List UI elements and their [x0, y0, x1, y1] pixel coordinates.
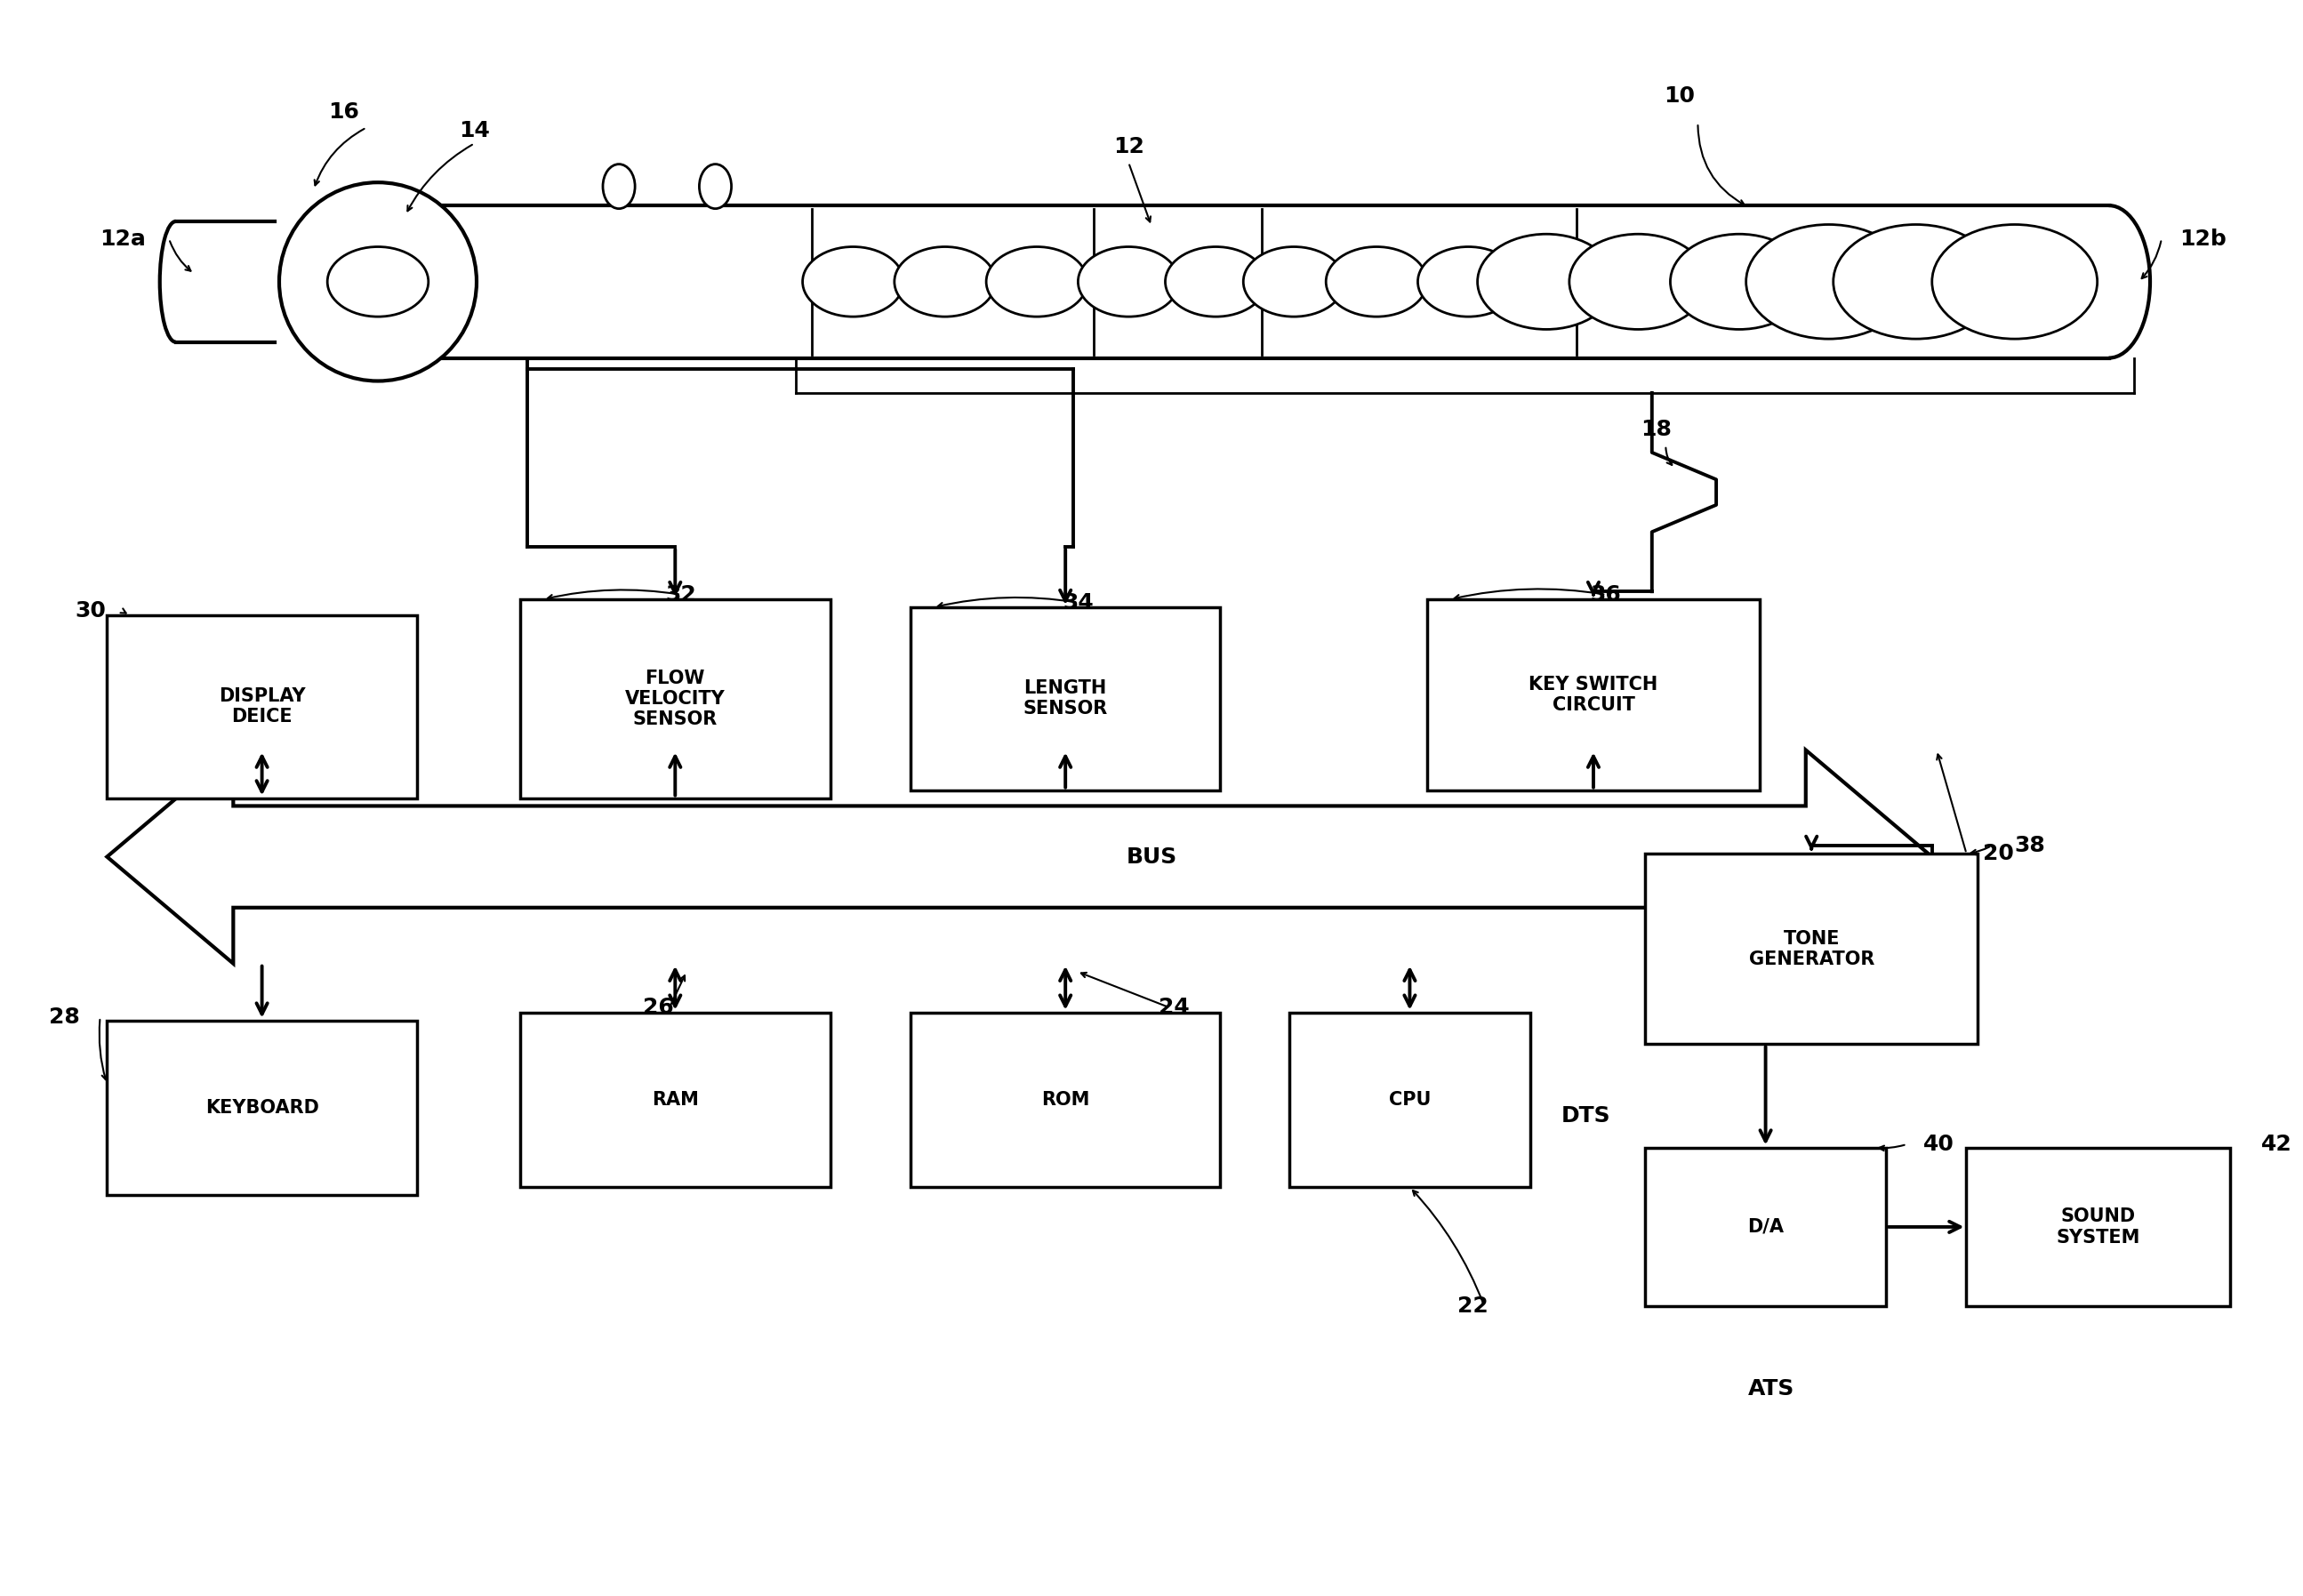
Circle shape — [1833, 225, 1999, 338]
FancyBboxPatch shape — [520, 600, 829, 798]
Text: ROM: ROM — [1041, 1092, 1089, 1109]
FancyBboxPatch shape — [910, 608, 1221, 790]
Text: 22: 22 — [1458, 1296, 1488, 1317]
Text: 12a: 12a — [99, 228, 145, 249]
Text: ATS: ATS — [1748, 1379, 1794, 1400]
Text: 26: 26 — [643, 998, 672, 1018]
Text: BUS: BUS — [1126, 846, 1177, 868]
Text: FLOW
VELOCITY
SENSOR: FLOW VELOCITY SENSOR — [624, 669, 725, 728]
Circle shape — [1244, 247, 1345, 316]
Circle shape — [1479, 235, 1614, 329]
Ellipse shape — [700, 164, 732, 209]
Text: 34: 34 — [1062, 592, 1094, 613]
Text: 32: 32 — [666, 584, 696, 605]
Circle shape — [801, 247, 903, 316]
Text: KEY SWITCH
CIRCUIT: KEY SWITCH CIRCUIT — [1529, 675, 1658, 713]
Circle shape — [1078, 247, 1179, 316]
Text: 40: 40 — [1923, 1133, 1953, 1156]
Text: 18: 18 — [1642, 418, 1672, 440]
Circle shape — [986, 247, 1087, 316]
Circle shape — [1670, 235, 1808, 329]
FancyBboxPatch shape — [910, 1012, 1221, 1187]
FancyBboxPatch shape — [1290, 1012, 1529, 1187]
Text: RAM: RAM — [652, 1092, 698, 1109]
Text: DISPLAY
DEICE: DISPLAY DEICE — [219, 688, 306, 726]
Text: CPU: CPU — [1389, 1092, 1430, 1109]
Text: TONE
GENERATOR: TONE GENERATOR — [1748, 930, 1875, 969]
Text: SOUND
SYSTEM: SOUND SYSTEM — [2057, 1208, 2139, 1246]
Ellipse shape — [603, 164, 636, 209]
Circle shape — [1932, 225, 2098, 338]
Circle shape — [327, 247, 428, 316]
Text: DTS: DTS — [1561, 1104, 1610, 1127]
Text: 14: 14 — [458, 120, 491, 142]
Text: 12b: 12b — [2179, 228, 2227, 249]
FancyBboxPatch shape — [1428, 600, 1759, 790]
Text: D/A: D/A — [1748, 1218, 1785, 1235]
Text: LENGTH
SENSOR: LENGTH SENSOR — [1023, 680, 1108, 718]
Circle shape — [1746, 225, 1911, 338]
Circle shape — [1568, 235, 1707, 329]
Circle shape — [1419, 247, 1518, 316]
Text: 24: 24 — [1158, 998, 1191, 1018]
FancyBboxPatch shape — [1644, 1148, 1886, 1307]
Text: 12: 12 — [1112, 136, 1145, 158]
Text: 10: 10 — [1665, 85, 1695, 107]
Text: 16: 16 — [327, 101, 359, 123]
FancyBboxPatch shape — [1967, 1148, 2229, 1307]
FancyBboxPatch shape — [520, 1012, 829, 1187]
Ellipse shape — [279, 182, 477, 381]
Circle shape — [1165, 247, 1267, 316]
Text: 28: 28 — [48, 1007, 81, 1028]
Text: 38: 38 — [2015, 835, 2045, 857]
Text: KEYBOARD: KEYBOARD — [205, 1100, 318, 1117]
Text: 20: 20 — [1983, 843, 2013, 865]
Circle shape — [894, 247, 995, 316]
FancyBboxPatch shape — [106, 616, 417, 798]
Text: 30: 30 — [76, 600, 106, 621]
FancyBboxPatch shape — [1644, 854, 1978, 1044]
FancyBboxPatch shape — [106, 1020, 417, 1195]
Circle shape — [1327, 247, 1428, 316]
Text: 36: 36 — [1591, 584, 1621, 605]
Polygon shape — [106, 750, 1932, 964]
Text: 42: 42 — [2262, 1133, 2291, 1156]
